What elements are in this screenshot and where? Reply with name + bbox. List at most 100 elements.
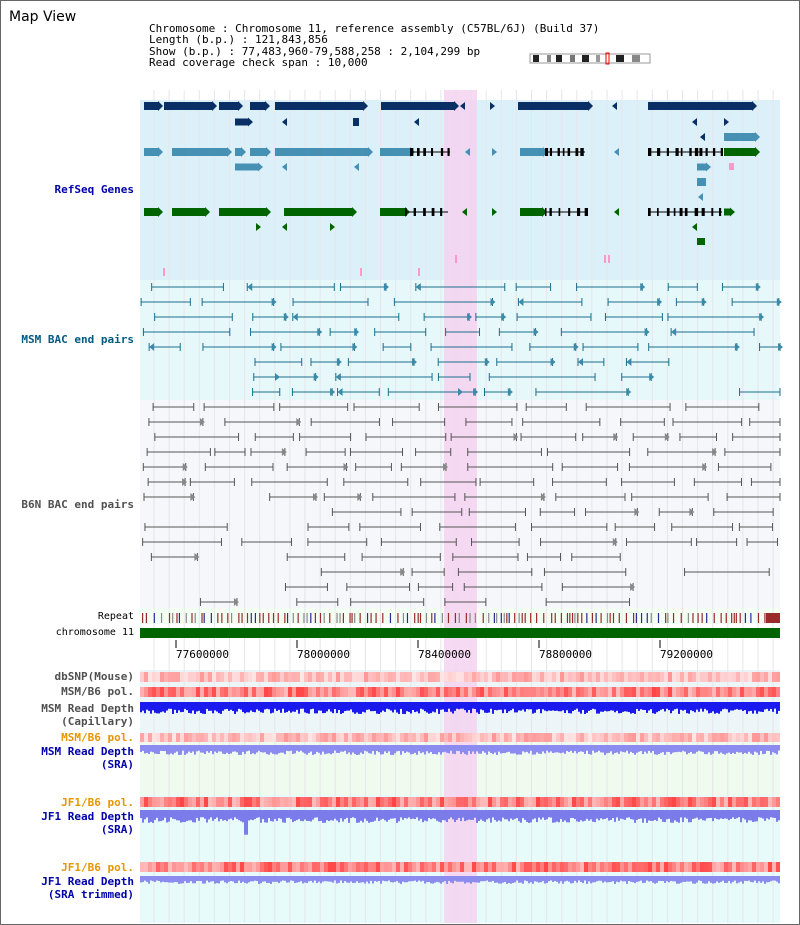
jf1-b6-pol-2-heat-cell [212, 862, 216, 872]
msm-depth-capillary-label[interactable]: MSM Read Depth (Capillary) [41, 702, 134, 728]
dbsnp-heat-cell [696, 672, 700, 682]
msm-sra-depth-bar [396, 745, 398, 752]
jf1-b6-pol-2-heat-cell [160, 862, 164, 872]
msm-sra-depth-bar [508, 745, 510, 752]
jf1-sra-depth-bar [424, 810, 426, 821]
msm-b6-pol-2-heat-cell [448, 733, 452, 742]
msm-capillary-depth-bar [578, 702, 580, 712]
jf1-b6-pol-2-heat-cell [436, 862, 440, 872]
msm-sra-depth-bar [336, 745, 338, 753]
msm-capillary-depth-bar [326, 702, 328, 712]
msm-b6-pol-heat-cell [520, 687, 524, 697]
dbsnp-heat-cell [340, 672, 344, 682]
msm-capillary-depth-bar [148, 702, 150, 711]
msm-sra-depth-bar [346, 745, 348, 754]
msm-b6-pol-2-label[interactable]: MSM/B6 pol. [61, 731, 134, 744]
gene-small-arrow-right [490, 102, 495, 110]
gene-small-arrow-right [313, 373, 319, 381]
jf1-b6-pol-2-heat-cell [200, 862, 204, 872]
dbsnp-heat-cell [488, 672, 492, 682]
gene-small-arrow-left [614, 208, 619, 216]
jf1-sra-depth-bar [496, 810, 498, 822]
dbsnp-heat-cell [604, 672, 608, 682]
jf1-b6-pol-heat-cell [560, 797, 564, 807]
jf1-b6-pol-heat-cell [704, 797, 708, 807]
jf1-b6-pol-2-heat-cell [164, 862, 168, 872]
jf1-sra-depth-bar [546, 810, 548, 820]
gene-small-arrow-right [724, 118, 729, 126]
ideogram-band [632, 55, 640, 62]
jf1-b6-pol-label[interactable]: JF1/B6 pol. [61, 796, 134, 809]
msm-capillary-depth-bar [736, 702, 738, 710]
msm-sra-depth-bar [242, 745, 244, 752]
msm-sra-depth-bar [758, 745, 760, 755]
jf1-sra-depth-bar [308, 810, 310, 821]
dbsnp-heat-cell [760, 672, 764, 682]
dbsnp-heat-cell [688, 672, 692, 682]
jf1-sra-depth-bar [710, 810, 712, 818]
jf1-trimmed-depth-bar [360, 876, 362, 883]
gene-exon [431, 208, 435, 216]
msm-sra-depth-bar [466, 745, 468, 755]
jf1-sra-depth-bar [210, 810, 212, 818]
msm-capillary-depth-bar [220, 702, 222, 714]
jf1-sra-depth-bar [702, 810, 704, 821]
jf1-sra-depth-bar [744, 810, 746, 820]
gene-exon [580, 148, 584, 156]
msm-capillary-depth-bar [704, 702, 706, 709]
jf1-b6-pol-2-heat-cell [520, 862, 524, 872]
msm-bac-label[interactable]: MSM BAC end pairs [21, 333, 134, 346]
gene-block [648, 102, 752, 110]
jf1-depth-trimmed-label[interactable]: JF1 Read Depth (SRA trimmed) [41, 875, 134, 901]
jf1-sra-depth-bar [622, 810, 624, 820]
jf1-sra-depth-bar [746, 810, 748, 823]
msm-sra-depth-bar [314, 745, 316, 755]
repeat-mark [434, 613, 436, 623]
jf1-depth-sra-label[interactable]: JF1 Read Depth (SRA) [41, 810, 134, 836]
gene-block [172, 148, 227, 156]
msm-sra-depth-bar [210, 745, 212, 751]
repeat-mark [566, 613, 569, 623]
jf1-b6-pol-2-heat-cell [312, 862, 316, 872]
msm-capillary-depth-bar [426, 702, 428, 713]
jf1-trimmed-depth-bar [562, 876, 564, 884]
dbsnp-label[interactable]: dbSNP(Mouse) [54, 670, 134, 683]
jf1-sra-depth-bar [472, 810, 474, 820]
dbsnp-heat-cell [712, 672, 716, 682]
msm-depth-sra-label[interactable]: MSM Read Depth (SRA) [41, 745, 134, 771]
msm-sra-depth-bar [674, 745, 676, 753]
dbsnp-heat-cell [700, 672, 704, 682]
gene-exon [718, 208, 722, 216]
jf1-sra-depth-bar [512, 810, 514, 820]
jf1-sra-depth-bar [244, 810, 246, 835]
msm-b6-pol-2-heat-cell [640, 733, 644, 742]
jf1-sra-depth-bar [692, 810, 694, 819]
msm-capillary-depth-bar [374, 702, 376, 711]
gene-exon [567, 148, 571, 156]
jf1-b6-pol-2-heat-cell [460, 862, 464, 872]
msm-b6-pol-2-heat-cell [760, 733, 764, 742]
jf1-b6-pol-heat-cell [156, 797, 160, 807]
jf1-b6-pol-2-heat-cell [224, 862, 228, 872]
msm-sra-depth-bar [144, 745, 146, 754]
msm-b6-pol-label[interactable]: MSM/B6 pol. [61, 685, 134, 698]
jf1-b6-pol-2-heat-cell [652, 862, 656, 872]
jf1-b6-pol-heat-cell [296, 797, 300, 807]
msm-sra-depth-bar [764, 745, 766, 754]
repeat-mark [713, 613, 715, 623]
jf1-b6-pol-2-heat-cell [272, 862, 276, 872]
jf1-b6-pol-2-heat-cell [476, 862, 480, 872]
msm-capillary-depth-bar [488, 702, 490, 713]
jf1-trimmed-depth-bar [610, 876, 612, 882]
msm-capillary-depth-bar [652, 702, 654, 714]
ideogram-position-marker [605, 52, 610, 65]
jf1-sra-depth-bar [602, 810, 604, 820]
repeat-mark [351, 613, 353, 623]
jf1-b6-pol-2-label[interactable]: JF1/B6 pol. [61, 861, 134, 874]
refseq-genes-label[interactable]: RefSeq Genes [54, 183, 134, 196]
b6n-bac-label[interactable]: B6N BAC end pairs [21, 498, 134, 511]
msm-sra-depth-bar [600, 745, 602, 753]
dbsnp-heat-cell [296, 672, 300, 682]
msm-capillary-depth-bar [184, 702, 186, 709]
